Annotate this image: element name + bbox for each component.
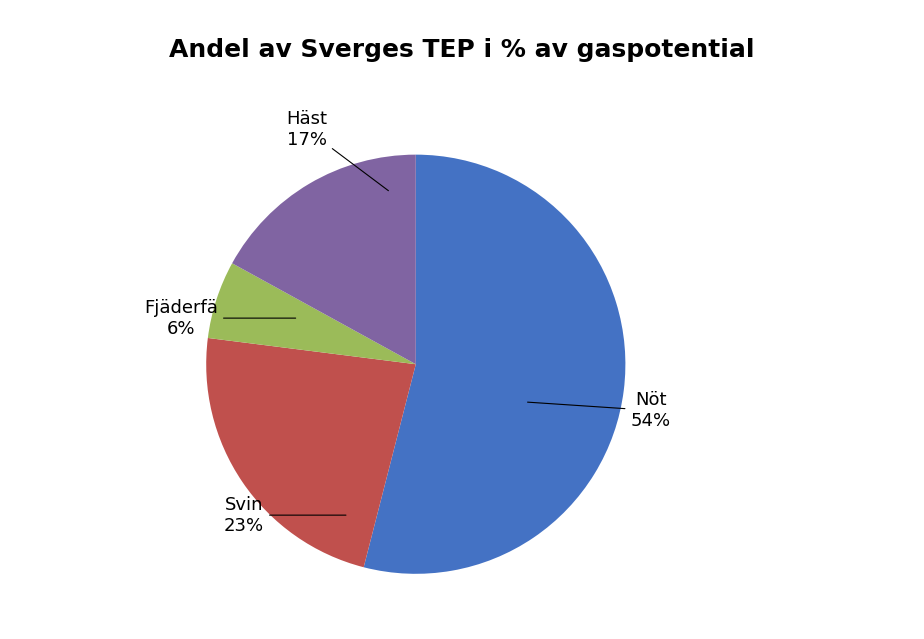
Text: Andel av Sverges TEP i % av gaspotential: Andel av Sverges TEP i % av gaspotential — [169, 38, 755, 63]
Text: Svin
23%: Svin 23% — [224, 496, 346, 535]
Wedge shape — [208, 263, 416, 364]
Text: Häst
17%: Häst 17% — [286, 110, 388, 190]
Wedge shape — [232, 155, 416, 364]
Wedge shape — [206, 338, 416, 567]
Wedge shape — [364, 155, 626, 574]
Text: Fjäderfä
6%: Fjäderfä 6% — [144, 298, 296, 337]
Text: Nöt
54%: Nöt 54% — [528, 391, 671, 430]
